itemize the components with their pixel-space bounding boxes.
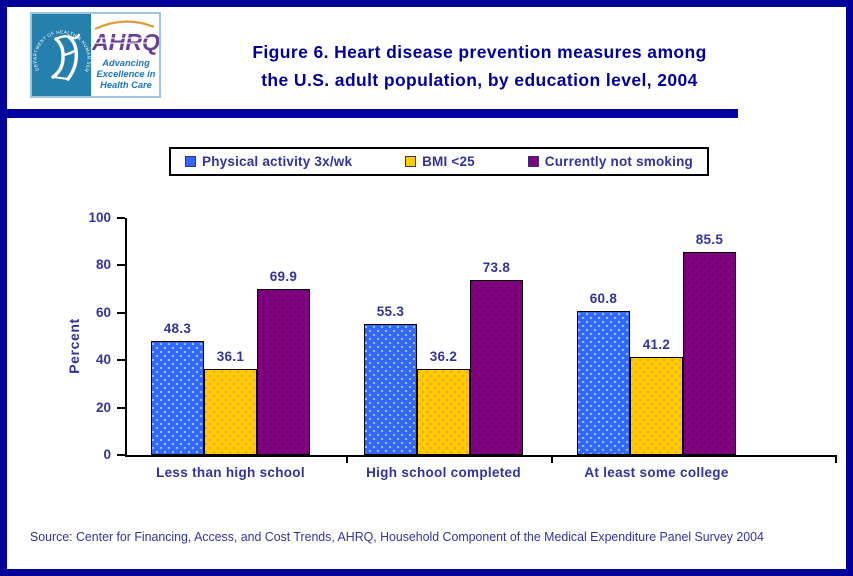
bar-value-label: 60.8 — [589, 291, 618, 306]
legend-swatch-purple — [527, 156, 539, 167]
bar-value-label: 73.8 — [482, 260, 511, 275]
y-axis-tick-label: 20 — [95, 399, 111, 415]
bar-physical-activity — [577, 311, 630, 455]
ahrq-acronym: AHRQ — [91, 29, 159, 55]
y-axis-tick — [117, 311, 125, 314]
y-axis-tick — [117, 264, 125, 267]
category-label: Less than high school — [156, 465, 305, 480]
category-label: At least some college — [584, 465, 729, 480]
bar-not-smoking — [257, 289, 310, 455]
legend-swatch-yellow — [405, 156, 417, 167]
y-axis-tick — [117, 217, 125, 219]
y-axis-tick-label: 100 — [88, 210, 111, 225]
y-axis-tick-label: 40 — [95, 352, 111, 368]
bar-value-label: 48.3 — [163, 321, 192, 336]
bar-bmi — [630, 357, 683, 455]
y-axis-tick — [117, 406, 125, 409]
plot-area: 0 20 40 60 80 100 Less than high school 48.3 36.… — [88, 210, 837, 480]
figure-title-line1: Figure 6. Heart disease prevention measu… — [252, 42, 707, 62]
y-axis-tick-label: 0 — [103, 447, 111, 462]
bar-value-label: 41.2 — [642, 337, 671, 352]
figure-title: Figure 6. Heart disease prevention measu… — [197, 38, 762, 94]
x-axis-tick — [551, 457, 553, 463]
bar-not-smoking — [470, 280, 523, 455]
bar-not-smoking — [683, 252, 736, 455]
hhs-ahrq-logo: DEPARTMENT OF HEALTH & HUMAN SERVICES • … — [30, 10, 161, 98]
bar-value-label: 36.2 — [429, 349, 458, 364]
legend-item-physical-activity: Physical activity 3x/wk — [185, 154, 352, 169]
hhs-eagle-icon — [51, 33, 81, 81]
legend-item-bmi: BMI <25 — [405, 154, 475, 169]
bar-value-label: 55.3 — [376, 304, 405, 319]
bar-physical-activity — [364, 324, 417, 455]
bar-bmi — [204, 369, 257, 455]
x-axis-tick — [835, 457, 837, 463]
svg-text:Advancing: Advancing — [101, 58, 150, 68]
y-axis-tick-label: 80 — [95, 257, 111, 273]
x-axis-tick — [346, 457, 348, 463]
y-axis-tick — [117, 359, 125, 362]
header-divider-bar — [7, 109, 738, 118]
source-note: Source: Center for Financing, Access, an… — [30, 529, 764, 544]
hhs-ahrq-logo-graphic: DEPARTMENT OF HEALTH & HUMAN SERVICES • … — [30, 10, 160, 96]
legend-label: Physical activity 3x/wk — [202, 154, 353, 169]
bar-value-label: 85.5 — [695, 232, 724, 247]
bar-value-label: 36.1 — [216, 349, 245, 364]
bar-value-label: 69.9 — [269, 269, 298, 284]
legend-item-not-smoking: Currently not smoking — [527, 154, 693, 169]
bar-physical-activity — [151, 341, 204, 455]
legend-label: Currently not smoking — [544, 154, 693, 169]
category-label: High school completed — [366, 465, 521, 480]
legend-swatch-blue — [185, 156, 196, 167]
svg-text:Excellence in: Excellence in — [97, 69, 156, 79]
ahrq-tagline: Advancing Excellence in Health Care — [97, 58, 156, 90]
y-axis-tick-label: 60 — [95, 304, 111, 320]
bar-bmi — [417, 369, 470, 455]
y-axis-tick — [117, 454, 125, 456]
legend-label: BMI <25 — [422, 154, 475, 169]
chart-legend: Physical activity 3x/wk BMI <25 Currentl… — [169, 147, 709, 176]
svg-text:Health Care: Health Care — [100, 80, 152, 90]
ahrq-arc-icon — [94, 20, 155, 30]
figure-title-line2: the U.S. adult population, by education … — [261, 70, 698, 90]
